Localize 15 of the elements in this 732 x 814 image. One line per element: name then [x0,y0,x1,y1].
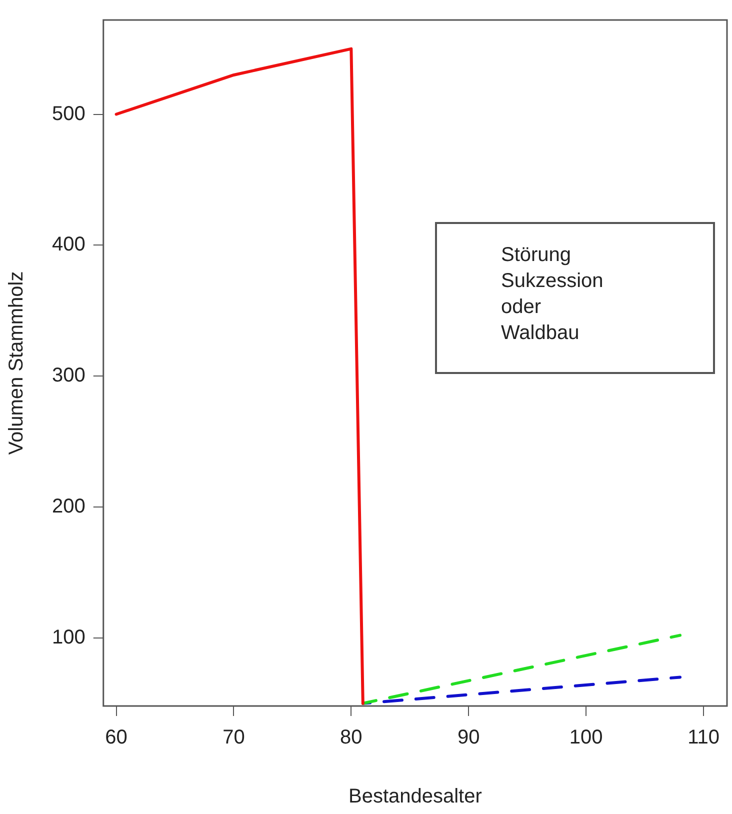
x-axis-title: Bestandesalter [348,786,482,808]
text-frame: Störung Sukzession oder Waldbau [435,222,715,374]
y-tick-label: 500 [52,102,86,125]
x-tick-label: 60 [105,726,128,749]
y-axis-title: Volumen Stammholz [6,271,28,455]
y-tick-label: 200 [52,496,86,518]
x-tick-label: 80 [340,726,362,749]
y-tick-label: 100 [52,626,86,648]
x-tick-label: 100 [569,726,603,749]
y-tick-label: 300 [52,364,86,387]
y-tick-label: 400 [52,234,86,256]
annotation: Störung Sukzession oder Waldbau [501,243,604,346]
x-tick-label: 90 [457,726,480,749]
x-tick-label: 110 [688,726,720,749]
x-tick-label: 70 [222,726,245,749]
